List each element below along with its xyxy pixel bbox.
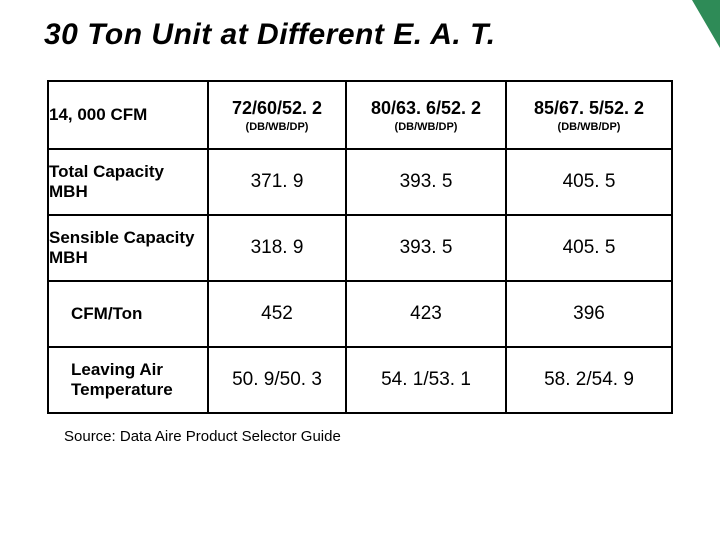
row-label: Total Capacity MBH (48, 149, 208, 215)
cell-value: 405. 5 (506, 215, 672, 281)
row-label: CFM/Ton (48, 281, 208, 347)
cell-value: 452 (208, 281, 346, 347)
eat-data-table: 14, 000 CFM 72/60/52. 2 (DB/WB/DP) 80/63… (47, 80, 673, 414)
table-row: Total Capacity MBH 371. 9 393. 5 405. 5 (48, 149, 672, 215)
cell-value: 58. 2/54. 9 (506, 347, 672, 413)
col-header-sub: (DB/WB/DP) (209, 121, 345, 133)
table-row: Leaving Air Temperature 50. 9/50. 3 54. … (48, 347, 672, 413)
col-header-1: 80/63. 6/52. 2 (DB/WB/DP) (346, 81, 506, 149)
cell-value: 423 (346, 281, 506, 347)
col-header-main: 80/63. 6/52. 2 (347, 98, 505, 119)
corner-label: 14, 000 CFM (48, 81, 208, 149)
cell-value: 54. 1/53. 1 (346, 347, 506, 413)
cell-value: 50. 9/50. 3 (208, 347, 346, 413)
col-header-0: 72/60/52. 2 (DB/WB/DP) (208, 81, 346, 149)
col-header-main: 72/60/52. 2 (209, 98, 345, 119)
cell-value: 396 (506, 281, 672, 347)
table-header-row: 14, 000 CFM 72/60/52. 2 (DB/WB/DP) 80/63… (48, 81, 672, 149)
row-label: Sensible Capacity MBH (48, 215, 208, 281)
row-label: Leaving Air Temperature (48, 347, 208, 413)
cell-value: 405. 5 (506, 149, 672, 215)
accent-triangle (692, 0, 720, 48)
col-header-main: 85/67. 5/52. 2 (507, 98, 671, 119)
col-header-2: 85/67. 5/52. 2 (DB/WB/DP) (506, 81, 672, 149)
col-header-sub: (DB/WB/DP) (507, 121, 671, 133)
cell-value: 318. 9 (208, 215, 346, 281)
col-header-sub: (DB/WB/DP) (347, 121, 505, 133)
cell-value: 393. 5 (346, 149, 506, 215)
slide-title: 30 Ton Unit at Different E. A. T. (0, 0, 720, 52)
cell-value: 393. 5 (346, 215, 506, 281)
cell-value: 371. 9 (208, 149, 346, 215)
source-footnote: Source: Data Aire Product Selector Guide (0, 414, 720, 445)
table-row: Sensible Capacity MBH 318. 9 393. 5 405.… (48, 215, 672, 281)
table-row: CFM/Ton 452 423 396 (48, 281, 672, 347)
